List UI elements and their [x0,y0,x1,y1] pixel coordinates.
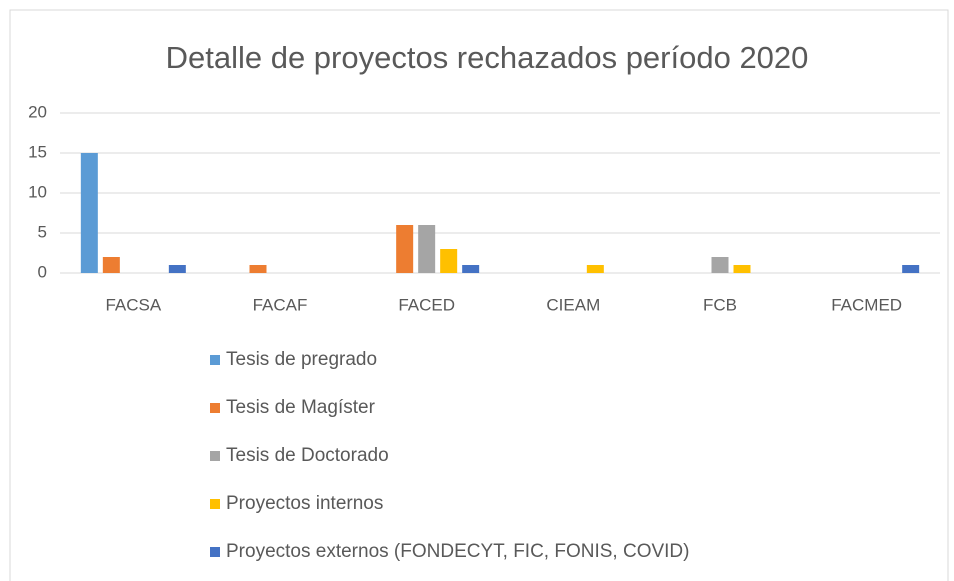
legend-swatch [210,403,220,413]
legend-swatch [210,451,220,461]
x-tick-label: FACED [398,295,455,314]
x-tick-label: FACMED [831,295,902,314]
x-tick-label: CIEAM [546,295,600,314]
y-tick-label: 10 [28,182,47,201]
y-tick-label: 5 [38,222,47,241]
legend-label: Proyectos externos (FONDECYT, FIC, FONIS… [226,541,689,562]
x-tick-label: FACSA [105,295,161,314]
bar [418,225,436,273]
bar [902,265,920,273]
chart-title: Detalle de proyectos rechazados período … [166,40,809,75]
chart-frame [9,9,949,581]
legend-label: Tesis de Doctorado [226,445,389,466]
bar [440,249,458,273]
legend-label: Tesis de Magíster [226,397,376,418]
legend-label: Proyectos internos [226,493,383,514]
legend-swatch [210,547,220,557]
bar [80,153,98,273]
bar [711,257,729,273]
bar [396,225,414,273]
bar [733,265,751,273]
bar [462,265,480,273]
bar [168,265,186,273]
legend-swatch [210,499,220,509]
bar [102,257,120,273]
x-tick-label: FACAF [253,295,308,314]
bar [249,265,267,273]
legend-swatch [210,355,220,365]
bar [586,265,604,273]
y-tick-label: 0 [38,262,47,281]
y-tick-label: 15 [28,142,47,161]
x-tick-label: FCB [703,295,737,314]
legend-label: Tesis de pregrado [226,349,377,370]
y-tick-label: 20 [28,102,47,121]
